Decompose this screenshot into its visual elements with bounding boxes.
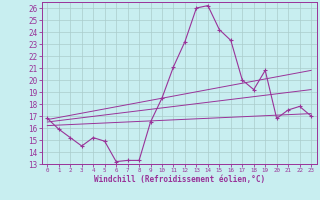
X-axis label: Windchill (Refroidissement éolien,°C): Windchill (Refroidissement éolien,°C): [94, 175, 265, 184]
